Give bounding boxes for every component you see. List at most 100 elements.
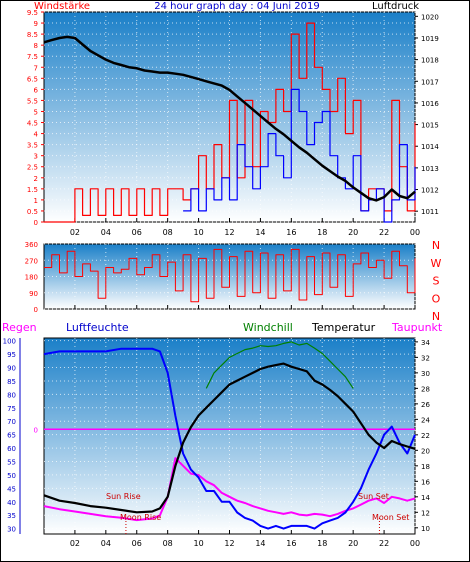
sun-rise-label: Sun Rise: [106, 492, 141, 501]
humidity-temperature-panel: 3035404550556065707580859095100101214161…: [3, 337, 430, 548]
pressure-tick-label: 1017: [421, 78, 439, 86]
wind-direction-line: [44, 248, 416, 303]
temperature-tick-label: 26: [421, 401, 430, 409]
x-tick-label: 00: [410, 539, 420, 548]
temperature-tick-label: 10: [421, 525, 430, 533]
temperature-tick-label: 28: [421, 385, 430, 393]
x-tick-label: 12: [224, 228, 234, 237]
pressure-tick-label: 1014: [421, 143, 439, 151]
wind-tick-label: 5: [34, 108, 38, 116]
x-tick-label: 22: [379, 539, 389, 548]
wind-speed-axis-title: Windstärke: [34, 1, 90, 12]
wind-tick-label: 7.5: [27, 53, 38, 61]
humidity-temperature-series: [43, 341, 416, 534]
humidity-tick-label: 80: [7, 391, 16, 399]
wind-tick-label: 0: [34, 219, 38, 227]
wind-pressure-series: [43, 22, 416, 223]
wind-tick-label: 1.5: [27, 186, 38, 194]
x-tick-label: 02: [70, 228, 80, 237]
pressure-tick-label: 1018: [421, 57, 439, 65]
x-tick-label: 06: [132, 539, 142, 548]
temperature-tick-label: 22: [421, 432, 430, 440]
wind-mean-line: [183, 88, 416, 223]
astro-annotations: Sun Rise Moon Rise Sun Set Moon Set: [106, 492, 409, 522]
windchill-line: [205, 341, 354, 389]
pressure-tick-label: 1019: [421, 35, 439, 43]
x-tick-label: 04: [101, 228, 111, 237]
pressure-tick-label: 1015: [421, 122, 439, 130]
x-tick-label: 10: [193, 539, 203, 548]
wind-pressure-panel: 0 0.5 1 1.5 2 2.5 3 3.5 4 4.5 5 5.5 6 6.5 7 7.5 8 8.5 9 9.5…: [27, 9, 440, 237]
humidity-tick-label: 50: [7, 472, 16, 480]
wind-tick-label: 9.5: [27, 9, 38, 17]
direction-tick-label: 0: [34, 306, 38, 314]
x-tick-label: 18: [317, 228, 327, 237]
temperature-tick-label: 30: [421, 370, 430, 378]
legend-windchill: Windchill: [243, 321, 293, 334]
x-tick-label: 06: [132, 228, 142, 237]
wind-tick-label: 8.5: [27, 31, 38, 39]
legend-regen: Regen: [2, 321, 37, 334]
temperature-tick-label: 34: [421, 339, 430, 347]
dewpoint-line: [43, 457, 416, 522]
wind-tick-label: 1: [34, 197, 38, 205]
x-tick-label: 02: [70, 539, 80, 548]
humidity-tick-label: 100: [3, 338, 16, 346]
wind-tick-label: 2.5: [27, 164, 38, 172]
moon-set-label: Moon Set: [372, 513, 409, 522]
wind-tick-label: 3.5: [27, 142, 38, 150]
humidity-tick-label: 60: [7, 445, 16, 453]
wind-tick-label: 6: [34, 86, 39, 94]
legend-temperatur: Temperatur: [311, 321, 376, 334]
humidity-tick-label: 75: [7, 405, 16, 413]
direction-tick-label: 270: [25, 257, 38, 265]
temperature-line: [43, 362, 416, 514]
x-tick-label: 10: [193, 228, 203, 237]
legend-taupunkt: Taupunkt: [391, 321, 443, 334]
humidity-temperature-grid: [44, 338, 416, 534]
humidity-line: [43, 347, 416, 530]
x-tick-label: 00: [410, 228, 420, 237]
wind-pressure-axes: 0 0.5 1 1.5 2 2.5 3 3.5 4 4.5 5 5.5 6 6.5 7 7.5 8 8.5 9 9.5…: [27, 9, 440, 237]
x-tick-label: 22: [379, 228, 389, 237]
pressure-tick-label: 1012: [421, 187, 439, 195]
compass-label: S: [433, 275, 440, 288]
wind-gust-line: [44, 22, 416, 223]
temperature-tick-label: 12: [421, 509, 430, 517]
temperature-tick-label: 14: [421, 494, 430, 502]
pressure-axis-title: Luftdruck: [372, 1, 419, 12]
compass-label: O: [432, 292, 441, 305]
temperature-tick-label: 24: [421, 416, 430, 424]
graph-title: 24 hour graph day : 04 Juni 2019: [154, 1, 320, 12]
pressure-tick-label: 1020: [421, 13, 439, 21]
pressure-tick-label: 1016: [421, 100, 439, 108]
temperature-tick-label: 18: [421, 463, 430, 471]
wind-direction-series: [44, 248, 416, 303]
x-tick-label: 08: [163, 539, 173, 548]
humidity-tick-label: 35: [7, 512, 16, 520]
humidity-tick-label: 65: [7, 432, 16, 440]
x-tick-label: 16: [286, 228, 296, 237]
x-tick-label: 18: [317, 539, 327, 548]
humidity-tick-label: 40: [7, 499, 16, 507]
x-tick-label: 16: [286, 539, 296, 548]
x-tick-label: 08: [163, 228, 173, 237]
humidity-tick-label: 95: [7, 351, 16, 359]
pressure-tick-label: 1013: [421, 165, 439, 173]
x-tick-label: 12: [224, 539, 234, 548]
x-tick-label: 14: [255, 539, 265, 548]
legend-luftfeuchte: Luftfeuchte: [66, 321, 129, 334]
x-tick-label: 20: [348, 228, 358, 237]
x-tick-label: 14: [255, 228, 265, 237]
x-tick-label: 20: [348, 539, 358, 548]
humidity-tick-label: 85: [7, 378, 16, 386]
wind-tick-label: 5.5: [27, 97, 38, 105]
temperature-tick-label: 20: [421, 447, 430, 455]
compass-label: N: [432, 239, 440, 252]
pressure-line: [43, 35, 416, 202]
temperature-tick-label: 32: [421, 354, 430, 362]
wind-tick-label: 0.5: [27, 208, 38, 216]
